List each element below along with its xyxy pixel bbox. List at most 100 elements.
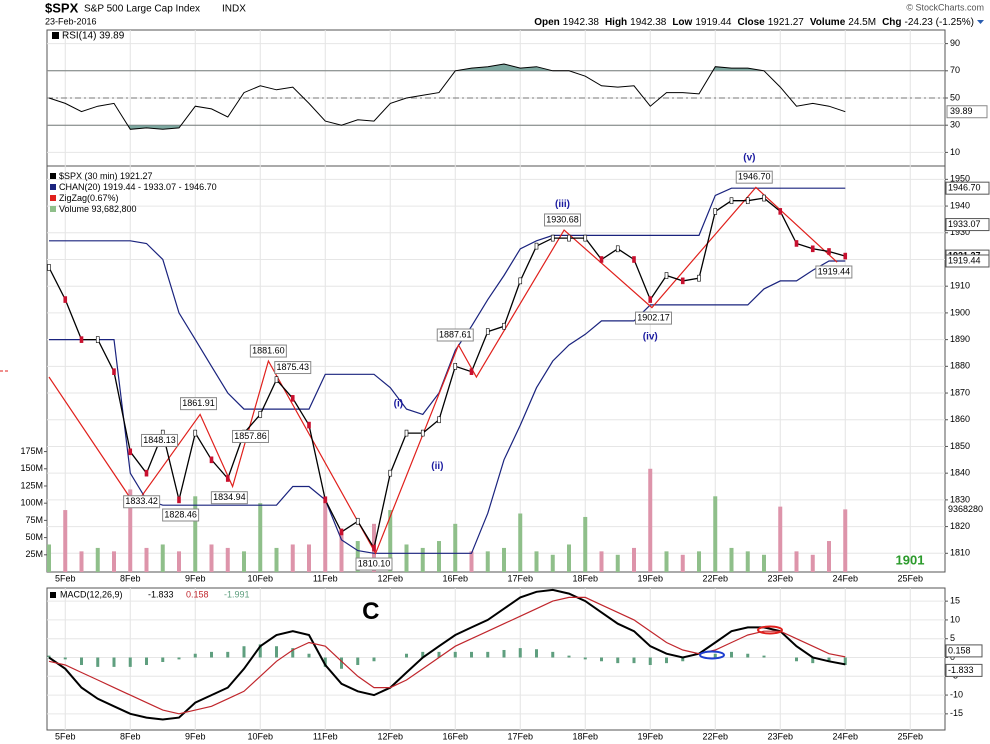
wave-label: (iv) [643, 332, 658, 343]
macd-legend: MACD(12,26,9) [60, 589, 123, 599]
y-tick-label: 1900 [950, 307, 970, 317]
pivot-box [210, 491, 248, 505]
x-tick-label: 16Feb [442, 731, 468, 741]
x-tick-label: 12Feb [377, 731, 403, 741]
volume-bar [95, 547, 100, 572]
x-tick-label: 8Feb [120, 573, 141, 583]
quote-label: Low [672, 17, 692, 28]
histogram-bar [210, 651, 213, 658]
histogram-bar [421, 651, 425, 658]
volume-bar [810, 554, 815, 572]
price-point [437, 416, 441, 424]
histogram-bar [795, 657, 798, 662]
annotation: C [362, 598, 379, 625]
x-tick-label: 17Feb [507, 731, 533, 741]
credit: © StockCharts.com [906, 2, 984, 12]
price-point [567, 234, 571, 242]
histogram-bar [258, 644, 262, 658]
y-tick-label: 1870 [950, 387, 970, 397]
pivot-label: 1919.44 [818, 266, 851, 276]
y-tick-label: 1860 [950, 414, 970, 424]
price-point [177, 496, 181, 504]
price-point [323, 496, 328, 504]
quote-value: 24.5M [848, 17, 876, 28]
histogram-bar [80, 657, 83, 666]
volume-last-label: 9368280 [948, 504, 983, 514]
volume-bar [778, 506, 783, 572]
y-tick-label: 90 [950, 38, 960, 48]
volume-bar [664, 551, 669, 572]
histogram-bar [551, 651, 555, 658]
histogram-bar [453, 651, 457, 658]
quote-label: High [605, 17, 627, 28]
quote: Open 1942.38 High 1942.38 Low 1919.44 Close 192… [534, 17, 974, 28]
x-tick-label: 11Feb [313, 573, 338, 583]
histogram-bar [128, 657, 132, 667]
price-point [453, 363, 458, 370]
pivot-label: 1828.46 [164, 509, 197, 519]
symbol: $SPX [45, 0, 79, 15]
volume-bar [680, 554, 685, 572]
pivot-label: 1930.68 [546, 214, 579, 224]
volume-bar [420, 547, 425, 572]
price-point [697, 274, 701, 282]
histogram-bar [843, 657, 847, 665]
highlight-ellipse [699, 650, 725, 660]
volume-bar [144, 547, 149, 572]
pivot-box [635, 311, 672, 325]
pivot-box [180, 397, 217, 411]
price-line [48, 197, 846, 550]
histogram-bar [372, 657, 376, 662]
price-point [290, 395, 295, 402]
x-tick-label: 23Feb [767, 573, 793, 583]
last-value-label: 39.89 [950, 106, 973, 116]
price-label: 1933.07 [948, 219, 981, 229]
legend-label: CHAN(20) 1919.44 - 1933.07 - 1946.70 [59, 182, 217, 192]
y-tick-label: 70 [950, 65, 960, 75]
price-point [502, 322, 506, 330]
volume-bar [485, 551, 490, 572]
price-point [550, 234, 555, 242]
volume-bar [567, 544, 571, 572]
pivot-label: 1902.17 [637, 312, 670, 322]
price-point [794, 240, 799, 247]
volume-bar [713, 496, 718, 572]
plot-layer: 5Feb 5Feb 8Feb 8Feb 9Feb 9Feb 10Feb 10Feb 11Feb 1… [20, 30, 990, 741]
volume-bar [762, 554, 766, 572]
quote-value: 1942.38 [563, 17, 600, 28]
x-tick-label: 9Feb [185, 573, 206, 583]
x-tick-label: 8Feb [120, 731, 141, 741]
histogram-bar [730, 651, 733, 658]
pivot-box [815, 265, 853, 279]
x-tick-label: 16Feb [442, 573, 468, 583]
price-point [485, 328, 490, 335]
volume-bar [193, 496, 198, 572]
histogram-bar [713, 653, 717, 658]
histogram-bar [811, 657, 815, 664]
histogram-bar [242, 646, 246, 658]
legend-swatch [52, 32, 59, 39]
volume-bar [355, 541, 360, 572]
price-point [762, 194, 766, 202]
histogram-bar [275, 646, 278, 658]
volume-bar [160, 544, 165, 572]
volume-bar [79, 551, 84, 572]
date: 23-Feb-2016 [45, 16, 97, 26]
histogram-bar [63, 657, 67, 660]
macd-legend-value: 0.158 [186, 589, 209, 599]
y-tick-label: 10 [950, 614, 960, 624]
channel-lower [49, 260, 846, 554]
histogram-bar [323, 657, 327, 667]
y-tick-label: 30 [950, 120, 960, 130]
rsi-band-fill [49, 125, 846, 130]
histogram-bar [96, 657, 100, 667]
pivot-label: 1857.86 [234, 431, 267, 441]
volume-tick-label: 175M [20, 446, 43, 456]
histogram-bar [583, 657, 587, 660]
y-tick-label: 1830 [950, 494, 970, 504]
volume-bar [323, 496, 328, 572]
x-tick-label: 10Feb [247, 731, 273, 741]
last-value-label: 0.158 [948, 645, 971, 655]
x-tick-label: 19Feb [637, 731, 663, 741]
